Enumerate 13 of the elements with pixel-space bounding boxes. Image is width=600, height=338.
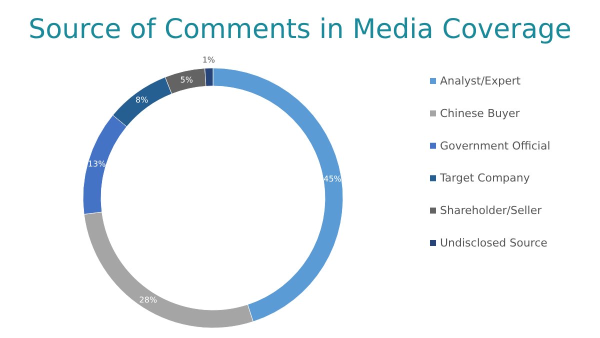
chart-title: Source of Comments in Media Coverage [28,14,572,45]
data-label: 5% [180,75,194,84]
data-label: 13% [88,160,106,169]
legend-label: Government Official [440,139,550,152]
data-label: 1% [202,56,216,65]
legend-label: Analyst/Expert [440,74,522,88]
legend-label: Chinese Buyer [440,106,520,120]
data-label: 28% [139,296,158,305]
legend-label: Undisclosed Source [440,236,548,250]
data-label: 8% [136,96,149,105]
data-label: 45% [324,174,342,184]
legend-label: Target Company [439,172,530,185]
legend-label: Shareholder/Seller [440,204,542,218]
